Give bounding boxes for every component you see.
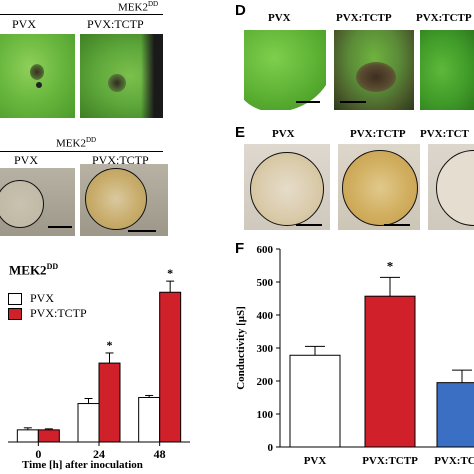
- necrotic-lesion: [356, 62, 396, 92]
- panel-f-chart: 0 100 200 300 400 500 600 Conductivity [μS] PVX *…: [235, 244, 474, 467]
- bar-2: [364, 295, 416, 448]
- leaf-surface: [244, 30, 326, 110]
- x-tick-label: 48: [154, 447, 166, 461]
- panel-b-header-sup: DD: [85, 136, 97, 144]
- disc-outline: [250, 152, 324, 226]
- bar-pvx: [138, 396, 161, 443]
- panel-b-label-tctp: PVX:TCTP: [92, 153, 149, 167]
- panel-e-photo-1: [244, 144, 330, 230]
- panel-d-photo-1: [244, 30, 326, 110]
- y-tick-label: 500: [257, 277, 274, 289]
- panel-c-xlabel: Time [h] after inoculation: [22, 459, 143, 471]
- bar-tctp: [98, 362, 121, 443]
- panel-d-label-1: PVX: [268, 12, 291, 24]
- panel-e-photo-3: [428, 144, 474, 230]
- x-tick-label: 0: [35, 447, 41, 461]
- panel-f-letter: F: [235, 240, 245, 257]
- y-tick-label: 0: [268, 442, 274, 454]
- bar-tctp: [159, 291, 182, 443]
- y-axis-label: Conductivity [μS]: [235, 306, 247, 390]
- lesion-spot: [36, 82, 42, 88]
- y-tick-label: 100: [257, 409, 274, 421]
- scale-bar: [128, 230, 156, 232]
- y-tick-label: 200: [257, 376, 274, 388]
- legend-label-pvx: PVX: [30, 291, 55, 305]
- significance-star: *: [167, 266, 173, 280]
- dark-background: [141, 34, 163, 118]
- legend-swatch-pvx: [8, 292, 22, 305]
- panel-a-label-pvx: PVX: [12, 17, 37, 31]
- y-tick-label: 600: [257, 244, 274, 256]
- panel-d-letter: D: [235, 2, 246, 19]
- panel-e-label-1: PVX: [272, 128, 295, 140]
- scale-bar: [296, 101, 320, 103]
- scale-bar: [296, 224, 322, 226]
- legend-pvx: PVX: [8, 291, 54, 306]
- panel-b-header-text: MEK2: [56, 137, 86, 150]
- panel-d-photo-3: [420, 30, 474, 110]
- bar-tctp: [37, 429, 60, 443]
- x-tick-label: PVX: [304, 455, 327, 467]
- disc-outline: [0, 180, 44, 228]
- scale-bar: [48, 226, 72, 228]
- panel-d-photo-2: [334, 30, 414, 110]
- bar-pvx: [77, 403, 100, 443]
- panel-a-header-sup: DD: [147, 0, 159, 8]
- panel-b-photo-tctp: [80, 164, 168, 236]
- lesion-spot: [108, 74, 126, 92]
- panel-b-header-rule: [0, 151, 163, 152]
- y-tick-label: 300: [257, 343, 274, 355]
- legend-tctp: PVX:TCTP: [8, 306, 87, 321]
- disc-outline: [436, 150, 474, 226]
- panel-c-title-sup: DD: [46, 262, 59, 271]
- bar-1: [289, 354, 341, 448]
- disc-outline: [85, 168, 147, 230]
- panel-b-photo-pvx: [0, 168, 75, 236]
- panel-e-photo-2: [338, 144, 420, 230]
- x-tick-label: PVX:TCTP: [362, 455, 418, 467]
- panel-a-label-tctp: PVX:TCTP: [87, 17, 144, 31]
- panel-e-label-3: PVX:TCT: [420, 128, 469, 140]
- panel-a-photo-tctp: [80, 34, 163, 118]
- panel-c-title-text: MEK2: [9, 262, 47, 278]
- panel-a-header-text: MEK2: [118, 1, 148, 14]
- legend-swatch-tctp: [8, 307, 22, 320]
- panel-d-label-3: PVX:TCTP: [416, 12, 472, 24]
- legend-label-tctp: PVX:TCTP: [30, 306, 87, 320]
- x-tick-label: PVX:TCTP: [434, 455, 474, 467]
- panel-a-photo-pvx: [0, 34, 75, 118]
- panel-a-header-rule: [0, 14, 163, 15]
- panel-c-chart: 0 24 * 48 *: [8, 266, 190, 461]
- panel-b-header: MEK2DD: [56, 136, 96, 150]
- bar-pvx: [16, 429, 39, 443]
- y-tick-label: 400: [257, 310, 274, 322]
- panel-c-title: MEK2DD: [9, 262, 58, 278]
- significance-star: *: [387, 258, 394, 273]
- panel-a-header: MEK2DD: [118, 0, 158, 14]
- bar-3: [436, 382, 474, 448]
- scale-bar: [384, 224, 410, 226]
- lesion-spot: [30, 64, 44, 80]
- panel-b-label-pvx: PVX: [14, 153, 39, 167]
- x-tick-label: 24: [93, 447, 105, 461]
- panel-d-label-2: PVX:TCTP: [336, 12, 392, 24]
- panel-e-label-2: PVX:TCTP: [350, 128, 406, 140]
- scale-bar: [340, 101, 366, 103]
- disc-outline: [342, 150, 418, 226]
- significance-star: *: [107, 338, 113, 352]
- panel-e-letter: E: [235, 124, 246, 141]
